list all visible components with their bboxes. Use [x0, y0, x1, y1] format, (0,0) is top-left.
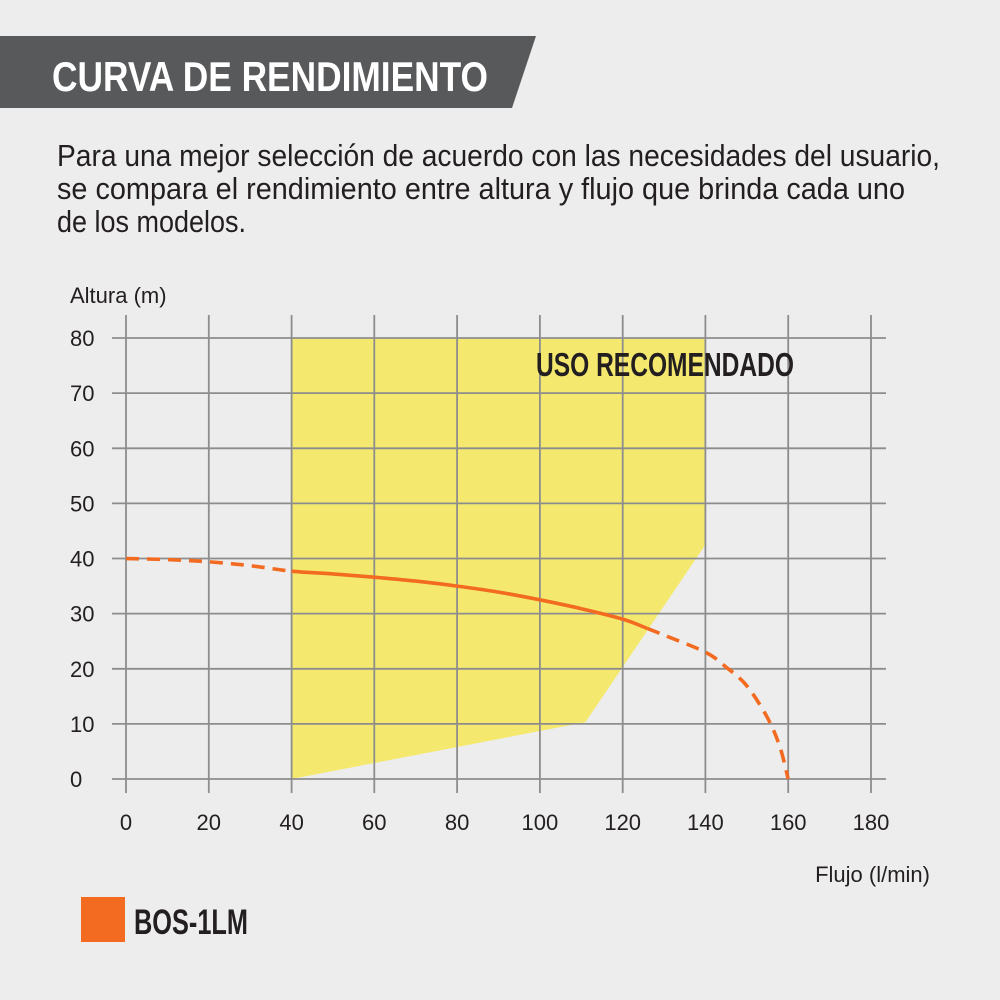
page-title: CURVA DE RENDIMIENTO: [52, 53, 488, 100]
legend-label: BOS-1LM: [134, 903, 248, 942]
header-banner-shape: [0, 36, 536, 108]
y-tick-label: 80: [70, 326, 94, 351]
x-tick-label: 40: [279, 810, 303, 835]
y-axis-label: Altura (m): [70, 283, 167, 308]
header-banner: CURVA DE RENDIMIENTO: [0, 36, 536, 108]
x-tick-label: 0: [120, 810, 132, 835]
y-tick-label: 40: [70, 547, 94, 572]
legend: BOS-1LM: [81, 897, 248, 942]
curve-segment-solid: [291, 569, 649, 631]
description-line: se compara el rendimiento entre altura y…: [57, 171, 905, 206]
y-tick-label: 30: [70, 602, 94, 627]
y-tick-label: 60: [70, 436, 94, 461]
x-tick-label: 80: [445, 810, 469, 835]
bos-1lm-curve: [125, 556, 790, 780]
x-tick-label: 60: [362, 810, 386, 835]
x-tick-label: 100: [522, 810, 559, 835]
x-tick-label: 180: [853, 810, 890, 835]
description-line: de los modelos.: [57, 204, 246, 239]
y-tick-label: 50: [70, 491, 94, 516]
y-tick-label: 70: [70, 381, 94, 406]
legend-swatch: [81, 897, 125, 942]
x-axis-label: Flujo (l/min): [815, 862, 930, 887]
y-axis-ticks: 0 10 20 30 40 50 60 70 80: [70, 326, 94, 792]
description-line: Para una mejor selección de acuerdo con …: [57, 138, 940, 173]
curve-segment-dashed: [125, 556, 292, 573]
performance-chart: USO RECOMENDADO 0 10 20 30 40 50 60 70 80 0 20 40 6…: [70, 283, 930, 887]
y-tick-label: 0: [70, 767, 82, 792]
x-axis-ticks: 0 20 40 60 80 100 120 140 160 180: [120, 810, 889, 835]
y-tick-label: 10: [70, 712, 94, 737]
chart-grid: [112, 315, 886, 793]
x-tick-label: 120: [604, 810, 641, 835]
y-tick-label: 20: [70, 657, 94, 682]
x-tick-label: 160: [770, 810, 807, 835]
region-label: USO RECOMENDADO: [536, 346, 794, 383]
x-tick-label: 140: [687, 810, 724, 835]
description: Para una mejor selección de acuerdo con …: [57, 138, 940, 239]
x-tick-label: 20: [197, 810, 221, 835]
